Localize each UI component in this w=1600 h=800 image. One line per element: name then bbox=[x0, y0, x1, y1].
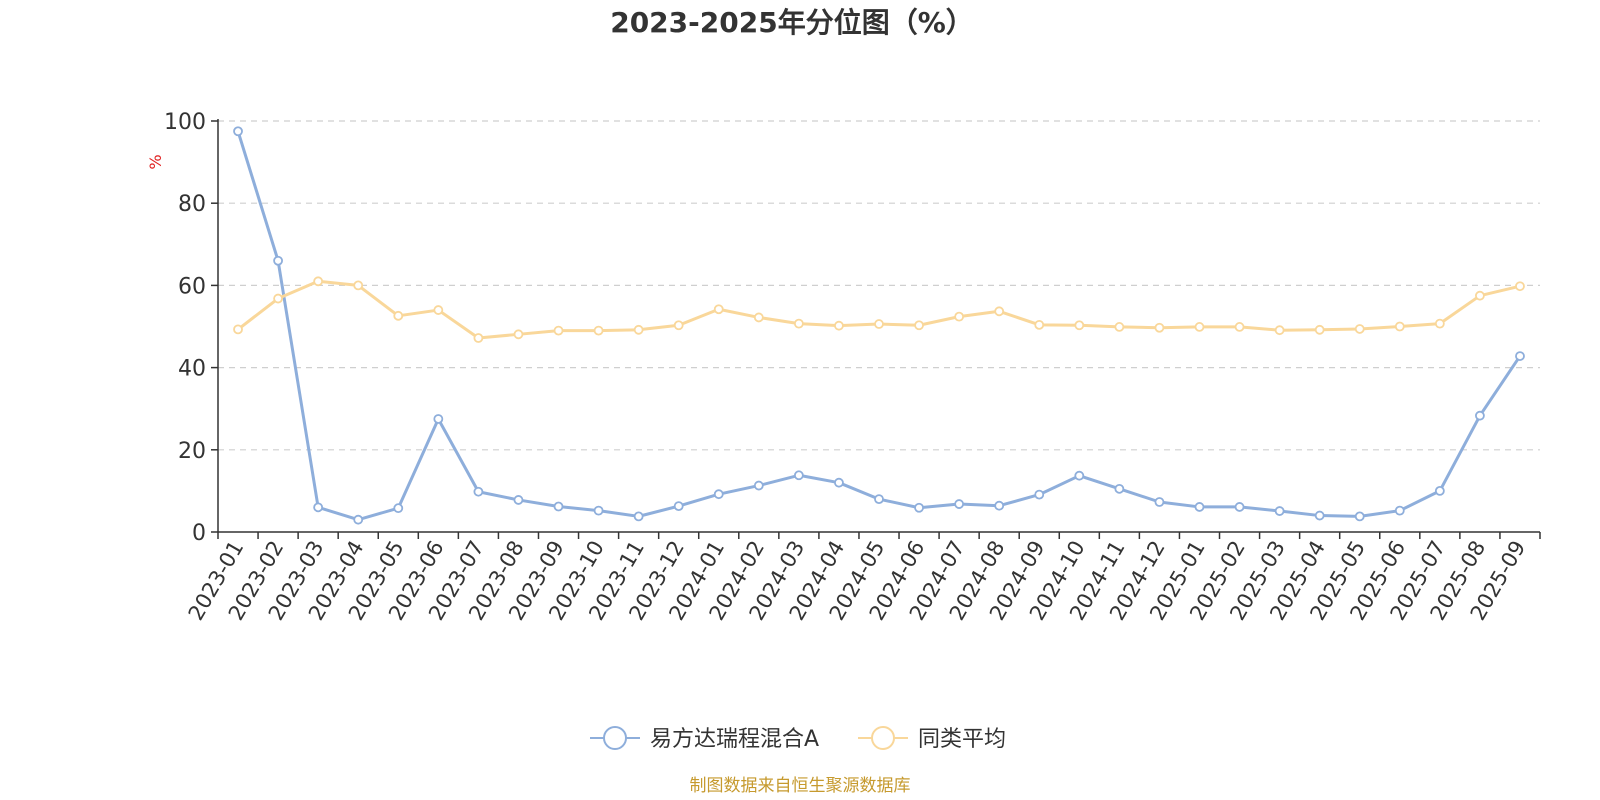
data-point[interactable] bbox=[553, 501, 564, 512]
data-point[interactable] bbox=[954, 499, 965, 509]
data-point[interactable] bbox=[914, 320, 924, 331]
legend-label: 易方达瑞程混合A bbox=[650, 727, 819, 752]
data-point[interactable] bbox=[1274, 325, 1285, 336]
data-point[interactable] bbox=[753, 480, 764, 491]
data-point[interactable] bbox=[1515, 281, 1525, 292]
series-1 bbox=[233, 276, 1525, 343]
data-point[interactable] bbox=[513, 495, 524, 505]
data-point[interactable] bbox=[593, 505, 604, 516]
grid bbox=[218, 120, 1540, 451]
data-point[interactable] bbox=[473, 333, 484, 343]
data-point[interactable] bbox=[793, 470, 804, 481]
data-point[interactable] bbox=[914, 502, 924, 513]
legend-item-1[interactable]: 同类平均 bbox=[858, 726, 1006, 752]
data-point[interactable] bbox=[513, 329, 524, 340]
data-point[interactable] bbox=[713, 489, 724, 500]
y-tick-label: 0 bbox=[192, 521, 206, 546]
data-point[interactable] bbox=[1234, 322, 1245, 332]
data-point[interactable] bbox=[1074, 320, 1085, 331]
data-point[interactable] bbox=[553, 325, 564, 336]
legend-item-0[interactable]: 易方达瑞程混合A bbox=[590, 726, 819, 752]
data-point[interactable] bbox=[1154, 322, 1165, 333]
legend-marker bbox=[603, 726, 627, 750]
data-point[interactable] bbox=[273, 293, 283, 304]
y-tick-label: 100 bbox=[164, 110, 206, 135]
y-tick-label: 40 bbox=[178, 357, 206, 382]
data-point[interactable] bbox=[1354, 511, 1365, 522]
data-point[interactable] bbox=[1034, 489, 1045, 500]
data-point[interactable] bbox=[1234, 502, 1245, 512]
data-point[interactable] bbox=[473, 486, 484, 497]
data-point[interactable] bbox=[1194, 322, 1205, 332]
data-point[interactable] bbox=[673, 501, 684, 512]
data-point[interactable] bbox=[1034, 319, 1045, 330]
data-point[interactable] bbox=[1074, 470, 1085, 481]
data-point[interactable] bbox=[834, 320, 844, 331]
data-point[interactable] bbox=[1434, 485, 1445, 496]
data-point[interactable] bbox=[313, 276, 324, 287]
data-point[interactable] bbox=[233, 126, 243, 137]
data-point[interactable] bbox=[874, 319, 884, 329]
data-point[interactable] bbox=[313, 502, 324, 513]
y-tick-label: 60 bbox=[178, 274, 206, 299]
series-layer bbox=[233, 126, 1525, 525]
data-point[interactable] bbox=[393, 310, 404, 321]
data-point[interactable] bbox=[793, 318, 804, 329]
data-point[interactable] bbox=[954, 311, 965, 322]
data-point[interactable] bbox=[1434, 318, 1445, 329]
legend-marker bbox=[871, 726, 895, 750]
data-point[interactable] bbox=[994, 500, 1005, 511]
data-point[interactable] bbox=[1515, 351, 1525, 361]
data-point[interactable] bbox=[1475, 290, 1485, 301]
data-point[interactable] bbox=[633, 324, 644, 335]
data-point[interactable] bbox=[1314, 510, 1325, 521]
data-point[interactable] bbox=[1194, 502, 1205, 512]
data-point[interactable] bbox=[834, 477, 844, 488]
data-point[interactable] bbox=[1394, 505, 1405, 516]
data-point[interactable] bbox=[273, 255, 283, 266]
legend[interactable]: 易方达瑞程混合A 同类平均 bbox=[590, 726, 1006, 752]
data-point[interactable] bbox=[353, 514, 364, 525]
y-tick-label: 20 bbox=[178, 439, 206, 464]
data-point[interactable] bbox=[633, 511, 644, 522]
data-point[interactable] bbox=[433, 414, 444, 424]
data-point[interactable] bbox=[753, 312, 764, 323]
data-point[interactable] bbox=[1154, 497, 1165, 507]
data-point[interactable] bbox=[1354, 324, 1365, 334]
data-point[interactable] bbox=[1394, 321, 1405, 332]
data-point[interactable] bbox=[233, 324, 243, 335]
chart-title: 2023-2025年分位图（%） bbox=[610, 6, 974, 39]
data-point[interactable] bbox=[713, 304, 724, 315]
data-point[interactable] bbox=[1114, 322, 1125, 332]
source-note: 制图数据来自恒生聚源数据库 bbox=[690, 776, 911, 796]
data-point[interactable] bbox=[994, 306, 1005, 317]
series-line-1 bbox=[237, 279, 1521, 340]
data-point[interactable] bbox=[593, 325, 604, 336]
data-point[interactable] bbox=[1274, 506, 1285, 516]
data-point[interactable] bbox=[353, 280, 364, 291]
data-point[interactable] bbox=[673, 320, 684, 331]
data-point[interactable] bbox=[1475, 410, 1485, 421]
legend-label: 同类平均 bbox=[918, 727, 1006, 752]
y-tick-label: 80 bbox=[178, 192, 206, 217]
data-point[interactable] bbox=[1314, 324, 1325, 335]
data-point[interactable] bbox=[433, 305, 444, 315]
data-point[interactable] bbox=[1114, 483, 1125, 494]
data-point[interactable] bbox=[393, 503, 404, 514]
data-point[interactable] bbox=[874, 494, 884, 505]
y-axis-unit-label: % bbox=[146, 154, 165, 169]
series-0 bbox=[233, 126, 1525, 525]
